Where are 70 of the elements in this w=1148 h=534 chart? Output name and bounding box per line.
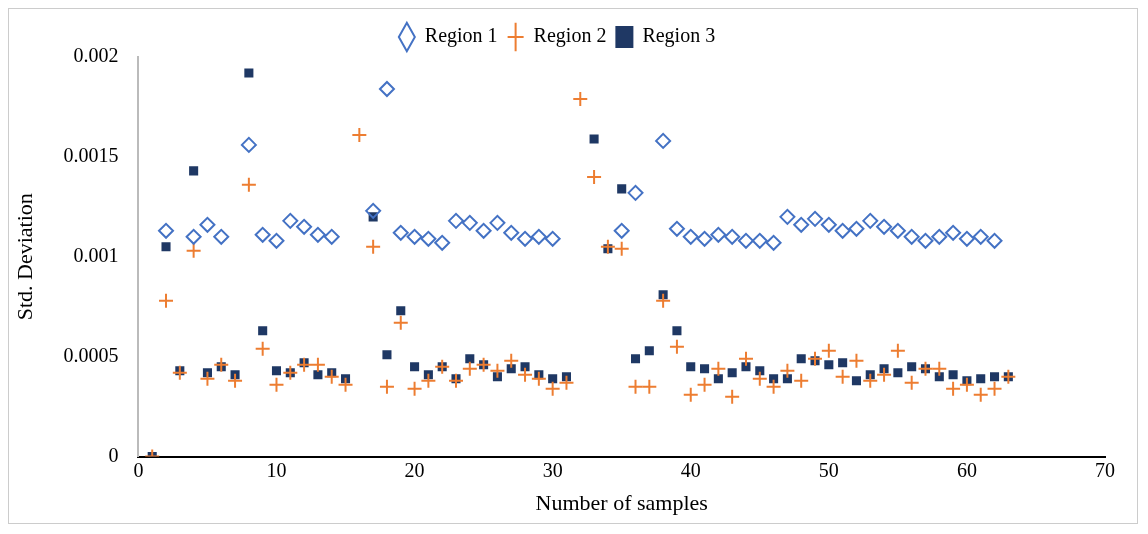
point (710, 226, 727, 243)
point (296, 218, 313, 235)
point (848, 220, 865, 237)
point (876, 218, 893, 235)
point (365, 202, 382, 219)
point (503, 224, 520, 241)
point (793, 216, 810, 233)
point (903, 228, 920, 245)
point (158, 222, 175, 239)
x-tick-label: 30 (542, 458, 563, 481)
point (958, 230, 975, 247)
point (530, 228, 547, 245)
point (917, 232, 934, 249)
legend-label: Region 1 (424, 24, 498, 48)
point (820, 216, 837, 233)
point (627, 184, 644, 201)
point (779, 208, 796, 225)
y-axis-title: Std. Deviation (11, 193, 37, 321)
x-tick-label: 70 (1095, 458, 1115, 481)
point (696, 230, 713, 247)
x-axis-title: Number of samples (535, 489, 708, 515)
point (737, 232, 754, 249)
point (972, 228, 989, 245)
y-tick-label: 0.0005 (63, 343, 119, 366)
legend-label: Region 3 (642, 24, 716, 48)
point (945, 224, 962, 241)
point (807, 210, 824, 227)
point (931, 228, 948, 245)
y-tick-label: 0 (108, 443, 119, 466)
point (406, 228, 423, 245)
y-tick-label: 0.0015 (63, 144, 119, 167)
point (489, 214, 506, 231)
point (282, 212, 299, 229)
point (986, 232, 1003, 249)
point (668, 220, 685, 237)
point (185, 228, 202, 245)
point (378, 80, 395, 97)
point (544, 230, 561, 247)
point (199, 216, 216, 233)
point (765, 234, 782, 251)
point (682, 228, 699, 245)
point (655, 132, 672, 149)
point (517, 230, 534, 247)
point (309, 226, 326, 243)
x-tick-label: 10 (266, 458, 287, 481)
point (254, 226, 271, 243)
point (213, 228, 230, 245)
point (724, 228, 741, 245)
point (461, 214, 478, 231)
point (323, 228, 340, 245)
x-tick-label: 20 (404, 458, 425, 481)
point (268, 232, 285, 249)
y-tick-label: 0.002 (73, 44, 119, 67)
point (392, 224, 409, 241)
point (420, 230, 437, 247)
point (434, 234, 451, 251)
point (613, 222, 630, 239)
point (448, 212, 464, 229)
x-tick-label: 0 (133, 458, 144, 481)
x-tick-label: 50 (818, 458, 839, 481)
legend-label: Region 2 (533, 24, 607, 48)
point (475, 222, 492, 239)
point (834, 222, 851, 239)
x-tick-label: 60 (956, 458, 977, 481)
point (889, 222, 906, 239)
point (240, 136, 257, 153)
x-tick-label: 40 (680, 458, 701, 481)
y-tick-label: 0.001 (73, 244, 119, 267)
point (751, 232, 768, 249)
point (862, 212, 879, 229)
